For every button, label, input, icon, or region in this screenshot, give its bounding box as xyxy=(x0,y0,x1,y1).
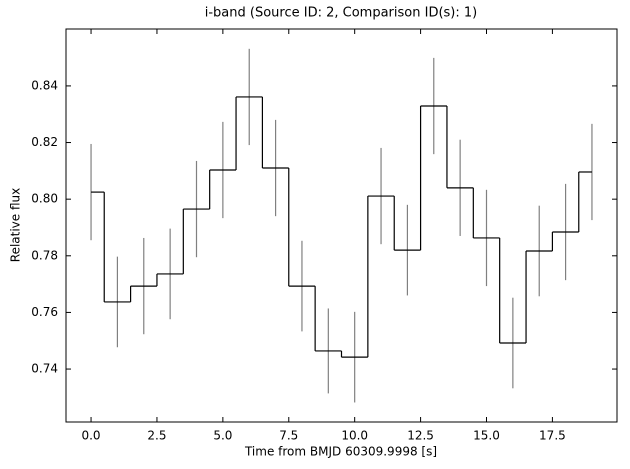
y-axis-label: Relative flux xyxy=(9,188,23,262)
y-tick-label: 0.74 xyxy=(31,362,58,376)
y-tick-label: 0.78 xyxy=(31,248,58,262)
x-tick-label: 5.0 xyxy=(213,429,232,443)
y-tick-label: 0.80 xyxy=(31,192,58,206)
x-tick-label: 17.5 xyxy=(539,429,566,443)
x-tick-label: 12.5 xyxy=(407,429,434,443)
y-tick-label: 0.84 xyxy=(31,78,58,92)
x-tick-label: 7.5 xyxy=(279,429,298,443)
x-tick-label: 15.0 xyxy=(473,429,500,443)
x-tick-label: 2.5 xyxy=(147,429,166,443)
chart-title: i-band (Source ID: 2, Comparison ID(s): … xyxy=(205,6,477,21)
plot-frame xyxy=(65,28,618,423)
y-tick-label: 0.82 xyxy=(31,135,58,149)
x-tick-label: 0.0 xyxy=(81,429,100,443)
x-axis-label: Time from BMJD 60309.9998 [s] xyxy=(244,445,437,459)
y-tick-label: 0.76 xyxy=(31,305,58,319)
x-tick-label: 10.0 xyxy=(341,429,368,443)
